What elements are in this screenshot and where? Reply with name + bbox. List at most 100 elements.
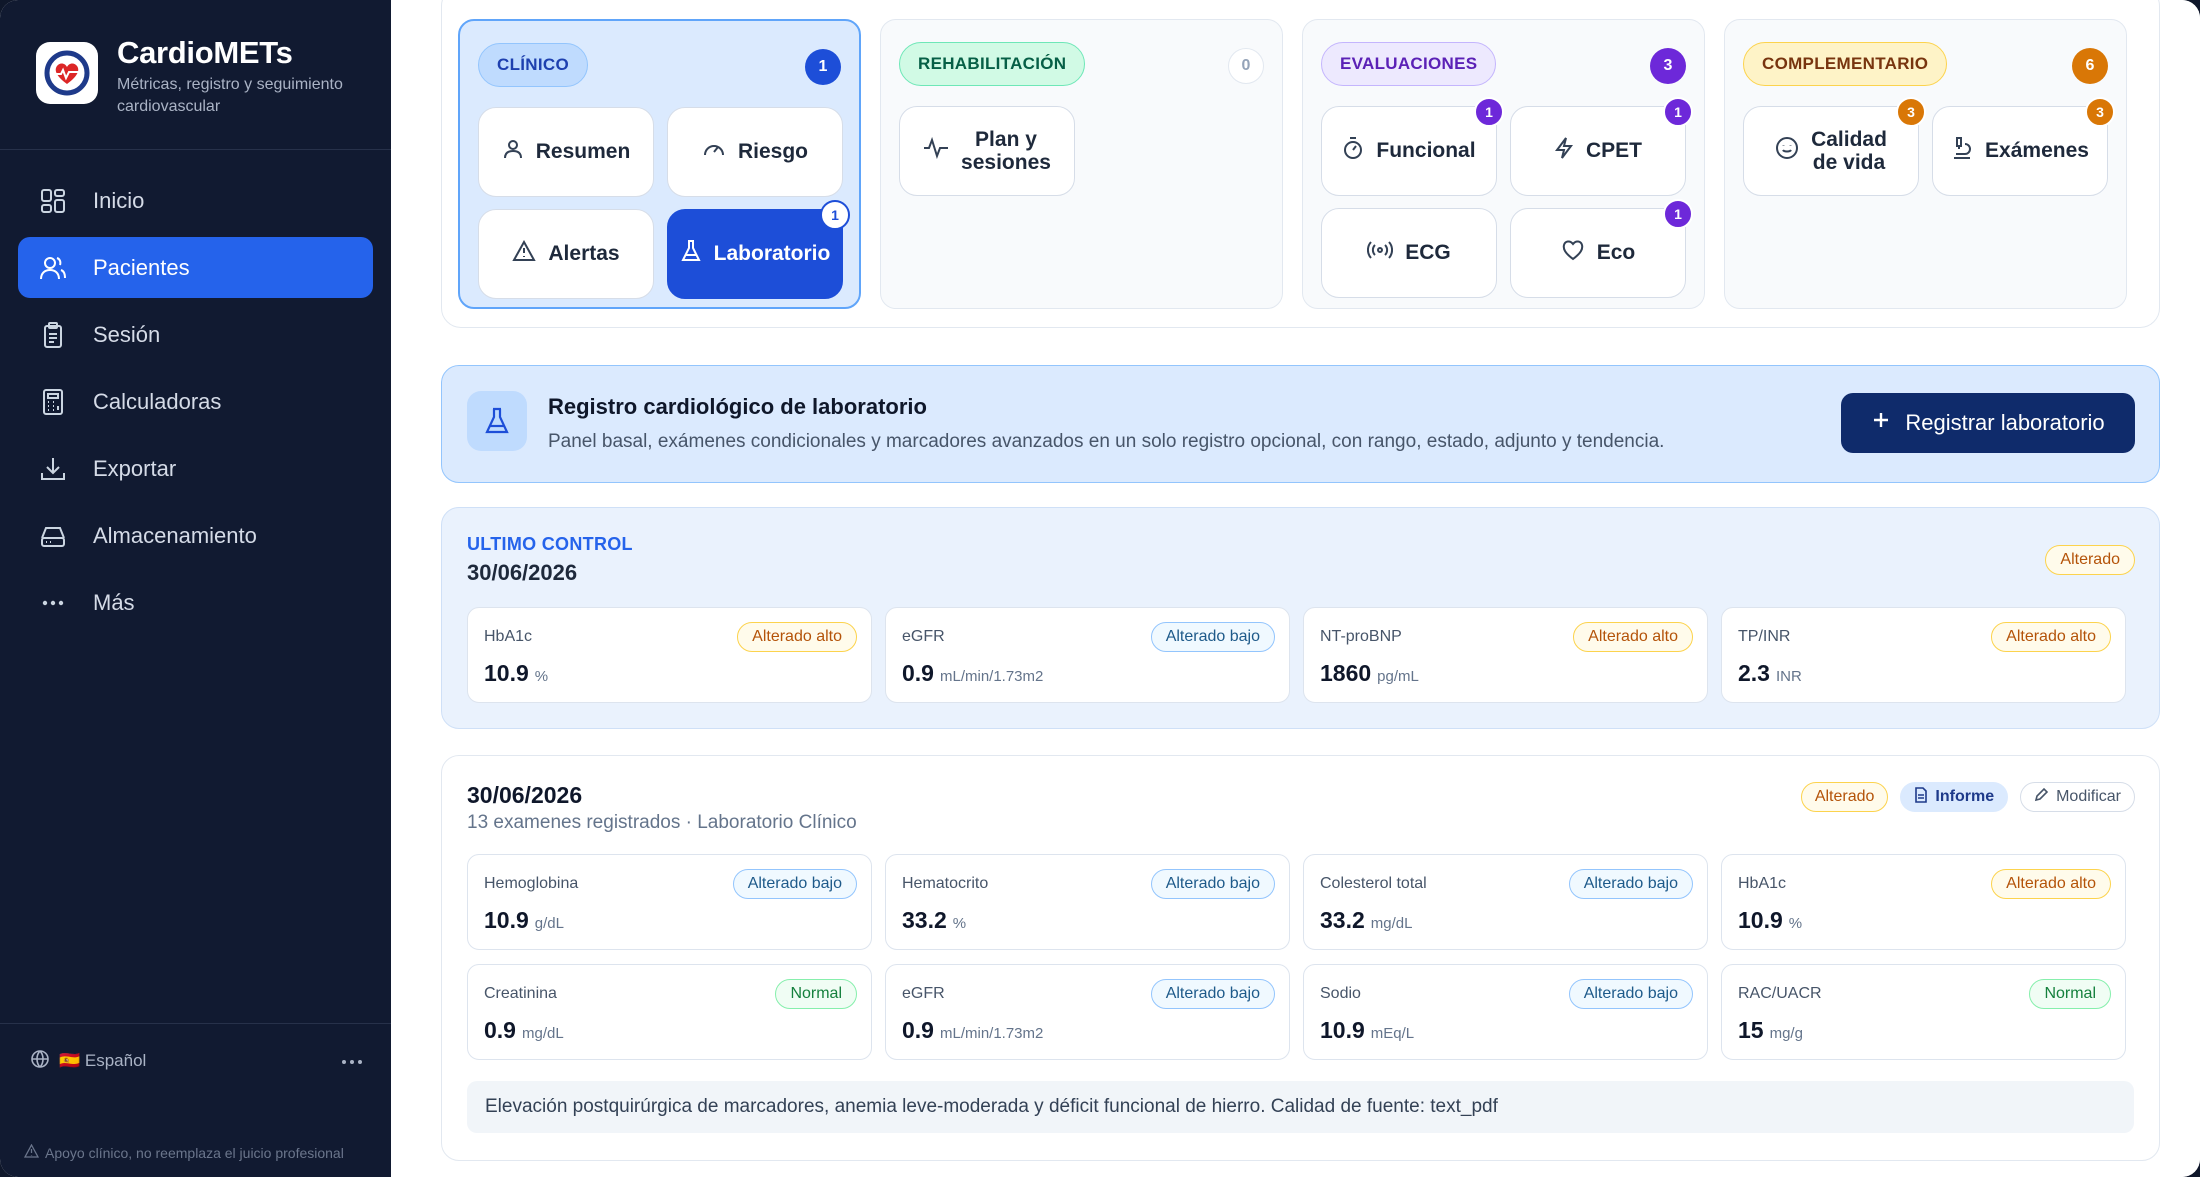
button-label: Resumen: [535, 140, 631, 163]
metric-name: eGFR: [902, 985, 945, 1002]
metric-name: HbA1c: [1738, 875, 1787, 892]
metric-name: Creatinina: [484, 985, 557, 1002]
status-badge: Alterado bajo: [1150, 622, 1275, 652]
sidebar-item-label: Almacenamiento: [93, 522, 257, 548]
status-badge: Alterado bajo: [1568, 979, 1693, 1009]
more-options-icon[interactable]: [341, 1051, 363, 1071]
record-actions: Alterado Informe Modificar: [1800, 782, 2135, 812]
flask-icon: [467, 391, 527, 451]
metric-value: 0.9: [902, 660, 934, 686]
metric-value-row: 0.9 mL/min/1.73m2: [902, 660, 1043, 687]
activity-icon: [923, 136, 949, 165]
metric-card: Sodio Alterado bajo 10.9 mEq/L: [1303, 964, 1708, 1060]
metric-value-row: 33.2%: [902, 907, 966, 934]
status-badge: Alterado bajo: [732, 869, 857, 899]
sidebar-item-pacientes[interactable]: Pacientes: [18, 237, 373, 298]
microscope-icon: [1951, 136, 1973, 166]
lightning-icon: [1554, 136, 1574, 166]
flask-icon: [680, 239, 702, 269]
status-badge: Alterado bajo: [1150, 869, 1275, 899]
metric-card: HbA1c Alterado alto 10.9%: [1721, 854, 2126, 950]
registrar-laboratorio-button[interactable]: Registrar laboratorio: [1841, 393, 2135, 453]
status-badge: Alterado bajo: [1150, 979, 1275, 1009]
plan-sesiones-button[interactable]: Plan y sesiones: [899, 106, 1075, 196]
metric-unit: pg/mL: [1377, 668, 1419, 685]
laboratorio-button[interactable]: Laboratorio 1: [667, 200, 850, 299]
category-count: 0: [1228, 48, 1264, 84]
metric-unit: INR: [1775, 668, 1802, 685]
sidebar-item-label: Más: [93, 589, 135, 615]
status-badge: Alterado: [2045, 545, 2135, 575]
button-label: Funcional: [1376, 139, 1476, 162]
metric-unit: mL/min/1.73m2: [939, 668, 1044, 685]
metric-unit: %: [1788, 915, 1803, 932]
sidebar-item-almacenamiento[interactable]: Almacenamiento: [18, 505, 373, 566]
metric-card: Colesterol total Alterado bajo 33.2 mg/dL: [1303, 854, 1708, 950]
riesgo-button[interactable]: Riesgo: [667, 107, 843, 197]
metric-card: NT-proBNP Alterado alto 1860 pg/mL: [1303, 607, 1708, 703]
button-label-line1: Plan y: [975, 128, 1037, 151]
button-label: Calidad de vida: [1811, 128, 1887, 174]
button-label: ECG: [1405, 241, 1451, 264]
alertas-button[interactable]: Alertas: [478, 209, 654, 299]
button-label: Plan y sesiones: [961, 128, 1051, 174]
sidebar-item-inicio[interactable]: Inicio: [18, 170, 373, 231]
metric-value: 10.9: [1320, 1017, 1365, 1043]
status-badge: Alterado alto: [1991, 869, 2111, 899]
sidebar-item-sesion[interactable]: Sesión: [18, 304, 373, 365]
cpet-button[interactable]: CPET 1: [1510, 97, 1693, 196]
more-icon: [38, 588, 68, 618]
category-label: CLÍNICO: [478, 43, 588, 87]
metric-value: 33.2: [1320, 907, 1365, 933]
button-label-line2: de vida: [1812, 151, 1886, 174]
radio-signal-icon: [1367, 239, 1394, 267]
button-label-line2: sesiones: [961, 151, 1051, 174]
metric-card: HbA1c Alterado alto 10.9%: [467, 607, 872, 703]
sidebar-nav: Inicio Pacientes Sesión Calculadoras: [0, 150, 391, 633]
informe-button[interactable]: Informe: [1900, 782, 2009, 812]
eco-button[interactable]: Eco 1: [1510, 199, 1693, 298]
examenes-button[interactable]: Exámenes 3: [1932, 97, 2115, 196]
button-label: Modificar: [2056, 788, 2121, 805]
button-label: Registrar laboratorio: [1905, 410, 2105, 435]
sidebar-item-label: Inicio: [93, 187, 145, 213]
metric-value-row: 0.9 mL/min/1.73m2: [902, 1017, 1043, 1044]
app-title: CardioMETs: [117, 35, 293, 70]
grid-icon: [38, 186, 68, 216]
sidebar-footer: 🇪🇸 Español: [0, 1023, 391, 1098]
metric-name: Hematocrito: [902, 875, 989, 892]
sidebar-item-label: Calculadoras: [93, 388, 222, 414]
button-label: Riesgo: [737, 140, 808, 163]
metric-value-row: 1860 pg/mL: [1320, 660, 1419, 687]
category-rehabilitacion: REHABILITACIÓN 0 Plan y sesiones: [880, 19, 1283, 309]
user-icon: [502, 138, 524, 166]
category-panel: CLÍNICO 1 Resumen Riesgo Alertas Laborat…: [441, 0, 2160, 328]
sidebar-item-exportar[interactable]: Exportar: [18, 438, 373, 499]
pencil-icon: [2034, 787, 2049, 807]
metric-card: TP/INR Alterado alto 2.3 INR: [1721, 607, 2126, 703]
metric-value: 15: [1738, 1017, 1764, 1043]
button-label: Laboratorio: [713, 242, 831, 265]
funcional-button[interactable]: Funcional 1: [1321, 97, 1504, 196]
funcional-badge: 1: [1474, 97, 1504, 127]
modificar-button[interactable]: Modificar: [2020, 782, 2135, 812]
sidebar-item-calculadoras[interactable]: Calculadoras: [18, 371, 373, 432]
metric-unit: mEq/L: [1370, 1025, 1415, 1042]
app-logo: [36, 42, 98, 104]
main-content: CLÍNICO 1 Resumen Riesgo Alertas Laborat…: [391, 0, 2200, 1177]
sidebar-item-mas[interactable]: Más: [18, 572, 373, 633]
status-badge: Alterado alto: [737, 622, 857, 652]
register-banner: Registro cardiológico de laboratorio Pan…: [441, 365, 2160, 483]
metric-name: Hemoglobina: [484, 875, 579, 892]
metric-value: 10.9: [484, 907, 529, 933]
plus-icon: [1871, 410, 1891, 436]
language-selector[interactable]: 🇪🇸 Español: [0, 1024, 391, 1098]
calidad-vida-button[interactable]: Calidad de vida 3: [1743, 97, 1926, 196]
button-label: Eco: [1596, 241, 1636, 264]
metric-value-row: 10.9 g/dL: [484, 907, 564, 934]
button-label: Exámenes: [1985, 139, 2089, 162]
stopwatch-icon: [1342, 136, 1364, 166]
metric-name: eGFR: [902, 628, 945, 645]
resumen-button[interactable]: Resumen: [478, 107, 654, 197]
ecg-button[interactable]: ECG: [1321, 208, 1497, 298]
